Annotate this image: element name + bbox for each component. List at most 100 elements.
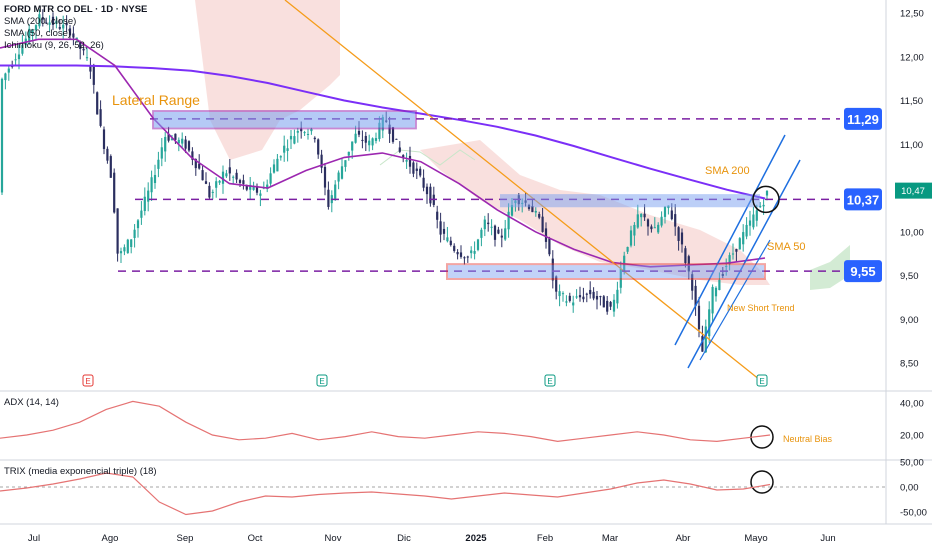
candle-body <box>633 224 636 236</box>
candle-body <box>493 225 497 240</box>
candle-body <box>150 177 153 193</box>
candle-body <box>68 28 72 36</box>
time-tick: Ago <box>102 533 119 544</box>
ichimoku-cloud-red <box>195 0 340 160</box>
candle-body <box>718 279 721 291</box>
candle-body <box>650 226 653 230</box>
earnings-marker-label-1: E <box>319 377 324 386</box>
time-tick: Feb <box>537 533 553 544</box>
candle-body <box>340 166 344 179</box>
candle-body <box>174 133 177 140</box>
candle-body <box>126 239 129 254</box>
candle-body <box>92 66 95 85</box>
level-badge-1 <box>844 188 882 211</box>
candle-body <box>225 173 228 177</box>
current-price-label: 10,47 <box>901 186 925 197</box>
candle-body <box>344 160 347 167</box>
candle-body <box>378 122 381 139</box>
candle-body <box>510 205 514 216</box>
candle-body <box>55 20 58 24</box>
candle-body <box>51 16 55 25</box>
legend-sma200[interactable]: SMA (200, close) <box>4 16 77 27</box>
candle-body <box>187 141 191 151</box>
ichimoku-cloud-green <box>810 245 850 290</box>
candle-body <box>235 172 238 180</box>
candle-body <box>402 155 405 158</box>
candle-body <box>354 133 357 143</box>
candle-body <box>449 240 452 245</box>
trix-line <box>0 472 771 516</box>
candle-body <box>640 213 643 218</box>
candle-body <box>279 156 282 158</box>
candle-body <box>371 138 374 146</box>
candle-body <box>167 133 170 141</box>
candle-body <box>422 177 425 188</box>
candle-body <box>116 208 119 254</box>
candle-body <box>4 73 7 81</box>
candle-body <box>674 214 677 227</box>
candle-body <box>160 147 163 159</box>
candle-body <box>619 268 622 288</box>
legend-sma50[interactable]: SMA (50, close) <box>4 28 72 39</box>
candle-body <box>34 25 38 31</box>
candle-body <box>276 158 279 172</box>
candle-body <box>490 226 493 228</box>
candle-body <box>320 154 323 168</box>
candle-body <box>133 229 136 238</box>
candle-body <box>272 164 276 173</box>
candle-body <box>323 166 327 188</box>
candle-body <box>473 250 476 254</box>
price-tick: 12,00 <box>900 52 924 63</box>
candle-body <box>228 167 231 174</box>
candle-body <box>177 139 180 144</box>
time-tick: Mayo <box>744 533 767 544</box>
annotation-sma50: SMA 50 <box>767 241 806 253</box>
level-badge-2 <box>844 260 882 283</box>
candle-body <box>612 299 616 312</box>
candle-body <box>439 221 442 235</box>
price-tick: 9,50 <box>900 271 919 282</box>
candle-body <box>500 235 503 238</box>
time-tick: Abr <box>676 533 691 544</box>
price-tick: 11,00 <box>900 140 923 151</box>
candle-body <box>252 186 255 190</box>
candle-body <box>303 132 306 134</box>
time-tick: 2025 <box>465 533 487 544</box>
candle-body <box>606 300 609 312</box>
candle-body <box>575 296 578 298</box>
falling-trendline <box>284 0 761 381</box>
candle-body <box>211 191 214 193</box>
candle-body <box>119 251 123 254</box>
adx-title[interactable]: ADX (14, 14) <box>4 397 59 408</box>
candle-body <box>565 301 568 303</box>
earnings-marker-0 <box>82 374 94 387</box>
candle-body <box>602 296 605 308</box>
candle-body <box>684 248 687 264</box>
candle-body <box>17 54 21 60</box>
legend-symbol[interactable]: FORD MTR CO DEL · 1D · NYSE <box>4 4 148 15</box>
earnings-marker-label-2: E <box>547 377 552 386</box>
candle-body <box>147 190 150 202</box>
candle-body <box>361 139 364 142</box>
price-tick: 11,50 <box>900 96 923 107</box>
price-tick: 8,50 <box>900 359 919 370</box>
candle-body <box>65 23 68 26</box>
candle-body <box>538 213 541 218</box>
candle-body <box>14 59 17 61</box>
price-tick: 12,50 <box>900 9 924 20</box>
candle-body <box>286 148 289 151</box>
candle-body <box>109 156 112 178</box>
trix-title[interactable]: TRIX (media exponencial triple) (18) <box>4 466 157 477</box>
candle-body <box>75 37 78 39</box>
candle-body <box>497 229 500 234</box>
highlight-circle-price <box>752 185 780 214</box>
candle-body <box>58 27 61 29</box>
time-tick: Mar <box>602 533 618 544</box>
candle-body <box>398 147 401 152</box>
candle-body <box>96 92 99 115</box>
legend-ichimoku[interactable]: Ichimoku (9, 26, 52, 26) <box>4 40 104 51</box>
candle-body <box>531 205 534 213</box>
candle-body <box>391 127 395 142</box>
